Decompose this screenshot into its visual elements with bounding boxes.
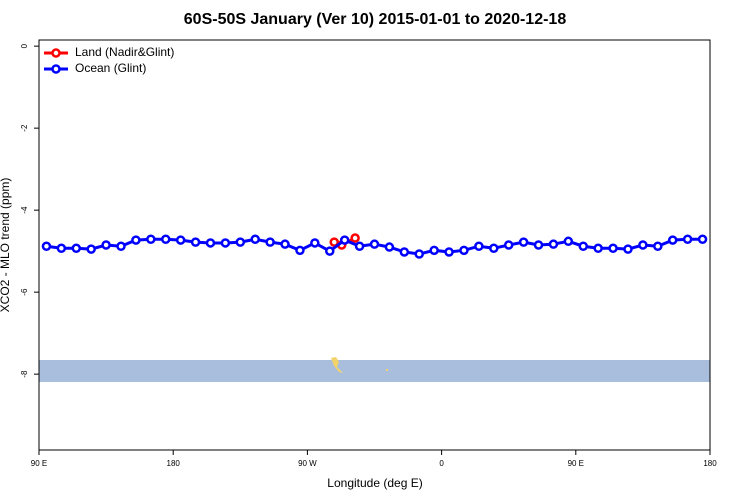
point bbox=[350, 233, 360, 243]
y-axis-label: XCO2 - MLO trend (ppm) bbox=[0, 178, 12, 313]
point bbox=[638, 240, 648, 250]
x-axis-label: Longitude (deg E) bbox=[327, 476, 422, 490]
point bbox=[548, 239, 559, 249]
point bbox=[384, 242, 395, 252]
y-tick-label: -2 bbox=[20, 124, 29, 132]
point bbox=[190, 237, 201, 247]
chart-title: 60S-50S January (Ver 10) 2015-01-01 to 2… bbox=[184, 11, 567, 28]
point bbox=[310, 238, 320, 248]
point bbox=[86, 244, 96, 254]
point bbox=[474, 241, 484, 251]
point bbox=[593, 243, 603, 254]
land-patch bbox=[331, 357, 343, 373]
point bbox=[265, 237, 275, 247]
point bbox=[295, 245, 305, 256]
point bbox=[71, 243, 82, 254]
point bbox=[339, 235, 350, 245]
x-tick-label: 90 W bbox=[298, 459, 317, 468]
y-tick-label: -6 bbox=[20, 288, 29, 296]
point bbox=[489, 243, 499, 254]
point bbox=[146, 234, 156, 245]
legend-marker bbox=[51, 48, 61, 58]
point bbox=[369, 239, 380, 249]
point bbox=[667, 235, 678, 245]
point bbox=[56, 243, 67, 254]
point bbox=[131, 235, 141, 245]
point bbox=[414, 249, 424, 259]
point bbox=[533, 240, 544, 250]
point bbox=[444, 247, 454, 257]
point bbox=[608, 243, 618, 254]
x-tick-label: 180 bbox=[167, 459, 181, 468]
point bbox=[250, 234, 260, 245]
point bbox=[682, 234, 693, 245]
land-patch bbox=[386, 369, 388, 371]
point bbox=[578, 241, 589, 251]
x-tick-label: 90 E bbox=[568, 459, 584, 468]
x-tick-label: 0 bbox=[439, 459, 444, 468]
point bbox=[354, 241, 365, 251]
point bbox=[220, 238, 231, 248]
point bbox=[101, 240, 111, 250]
point bbox=[518, 237, 529, 247]
point bbox=[329, 237, 339, 247]
point bbox=[503, 240, 514, 250]
point bbox=[160, 234, 171, 245]
y-tick-label: -4 bbox=[20, 206, 29, 214]
plot-frame bbox=[38, 39, 711, 451]
map-strip bbox=[39, 360, 710, 382]
point bbox=[116, 241, 126, 251]
y-tick-label: -8 bbox=[20, 370, 29, 378]
legend-label: Ocean (Glint) bbox=[75, 61, 146, 75]
point bbox=[205, 238, 216, 248]
point bbox=[280, 239, 290, 249]
point bbox=[235, 237, 246, 247]
point bbox=[563, 236, 574, 247]
point bbox=[175, 235, 186, 245]
point bbox=[623, 244, 633, 254]
point bbox=[399, 247, 410, 257]
point bbox=[459, 245, 469, 256]
legend-label: Land (Nadir&Glint) bbox=[75, 45, 174, 59]
x-tick-label: 90 E bbox=[31, 459, 47, 468]
legend-marker bbox=[51, 64, 61, 74]
point bbox=[325, 246, 335, 256]
x-tick-label: 180 bbox=[703, 459, 717, 468]
y-tick-label: 0 bbox=[20, 43, 29, 48]
point bbox=[697, 234, 708, 245]
point bbox=[653, 241, 663, 251]
point bbox=[429, 245, 439, 256]
point bbox=[41, 241, 52, 251]
